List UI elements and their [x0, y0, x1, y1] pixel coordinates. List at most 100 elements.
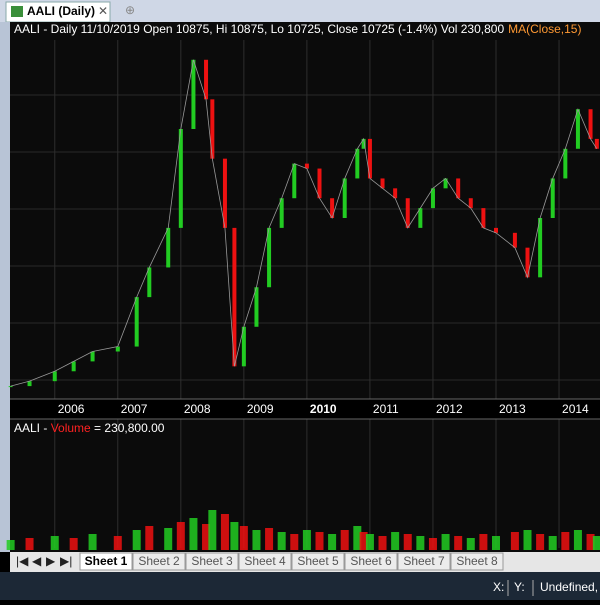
volume-bar: [441, 534, 450, 550]
status-y: Y:: [514, 580, 525, 594]
candle: [405, 198, 410, 228]
x-tick-label: 2008: [184, 402, 211, 416]
x-tick-label: 2013: [499, 402, 526, 416]
candle: [380, 178, 385, 189]
candle: [292, 163, 297, 199]
volume-bar: [378, 536, 387, 550]
volume-bar: [454, 536, 463, 550]
status-x: X:: [493, 580, 504, 594]
candle: [594, 138, 599, 149]
x-tick-label: 2011: [373, 402, 399, 416]
candle: [456, 178, 461, 199]
sheet-tab[interactable]: [132, 552, 186, 571]
volume-bar: [290, 534, 299, 550]
candle: [538, 218, 543, 278]
candle: [512, 232, 517, 248]
sheet-label: Sheet 2: [138, 554, 180, 568]
volume-bar: [69, 538, 78, 550]
volume-bar: [239, 526, 248, 550]
volume-bar: [189, 518, 198, 550]
candle: [330, 198, 335, 218]
volume-bar: [510, 532, 519, 550]
tab-close[interactable]: ✕: [98, 4, 108, 18]
sheet-label: Sheet 1: [85, 554, 128, 568]
candle: [90, 351, 95, 362]
sheet-label: Sheet 4: [244, 554, 286, 568]
candle: [342, 178, 347, 218]
candle: [8, 386, 13, 388]
sheet-tab[interactable]: [344, 552, 398, 571]
volume-value: = 230,800.00: [91, 421, 165, 435]
candle: [210, 99, 215, 159]
volume-bar: [359, 532, 368, 550]
volume-bar: [365, 534, 374, 550]
candle: [563, 148, 568, 179]
volume-bar: [416, 536, 425, 550]
candle: [134, 297, 139, 347]
volume-bar: [586, 534, 595, 550]
candle: [317, 168, 322, 199]
volume-bar: [132, 530, 141, 550]
volume-bar: [561, 532, 570, 550]
volume-bar: [536, 534, 545, 550]
volume-name: Volume: [51, 421, 91, 435]
volume-bar: [403, 534, 412, 550]
tab-icon: [11, 6, 23, 17]
volume-bar: [328, 534, 337, 550]
candle: [468, 198, 473, 209]
candle: [191, 59, 196, 129]
volume-bar: [88, 534, 97, 550]
sheet-tabs: Sheet 1 Sheet 2 Sheet 3 Sheet 4 Sheet 5 Sheet…: [79, 552, 504, 571]
indicator-text: MA(Close,15): [508, 22, 581, 36]
status-mode: Undefined, C: [540, 580, 600, 594]
volume-bar: [164, 528, 173, 550]
candle: [232, 227, 237, 367]
horizontal-grid: [10, 94, 600, 381]
sheet-label: Sheet 7: [403, 554, 445, 568]
x-tick-label: 2010: [310, 402, 337, 416]
volume-symbol: AALI -: [14, 421, 51, 435]
sheet-tab[interactable]: [450, 552, 504, 571]
x-tick-label: 2014: [562, 402, 589, 416]
sheet-label: Sheet 8: [456, 554, 498, 568]
sheet-tab[interactable]: [397, 552, 451, 571]
volume-bar: [428, 538, 437, 550]
volume-bar: [491, 536, 500, 550]
sheet-tab[interactable]: [79, 552, 133, 571]
candle: [115, 346, 120, 352]
nav-prev[interactable]: ◀: [32, 554, 42, 568]
nav-next[interactable]: ▶: [46, 554, 56, 568]
tab-bar: [0, 0, 600, 22]
candle: [443, 178, 448, 189]
sheet-tab[interactable]: [185, 552, 239, 571]
tab-title: AALI (Daily): [27, 4, 95, 18]
volume-bar: [208, 510, 217, 550]
volume-bar: [50, 536, 59, 550]
candle: [481, 208, 486, 228]
candle: [550, 178, 555, 218]
sheet-tab[interactable]: [291, 552, 345, 571]
volume-bar: [302, 530, 311, 550]
volume-bar: [176, 522, 185, 550]
candle: [493, 227, 498, 233]
volume-bar: [391, 532, 400, 550]
x-tick-label: 2009: [247, 402, 274, 416]
status-bar: [0, 572, 600, 600]
volume-bar: [220, 514, 229, 550]
volume-bar: [202, 524, 211, 550]
candle: [279, 198, 284, 228]
new-tab[interactable]: ⊕: [125, 3, 135, 17]
sheet-label: Sheet 6: [350, 554, 392, 568]
left-strip: [0, 22, 10, 552]
nav-last[interactable]: ▶|: [60, 554, 72, 568]
volume-header: AALI - Volume = 230,800.00: [14, 421, 165, 435]
nav-first[interactable]: |◀: [16, 554, 29, 568]
quote-text: AALI - Daily 11/10/2019 Open 10875, Hi 1…: [14, 22, 504, 36]
time-axis: [10, 399, 600, 419]
volume-bar: [573, 530, 582, 550]
candle: [254, 287, 259, 327]
candle: [304, 163, 309, 169]
sheet-tab[interactable]: [238, 552, 292, 571]
